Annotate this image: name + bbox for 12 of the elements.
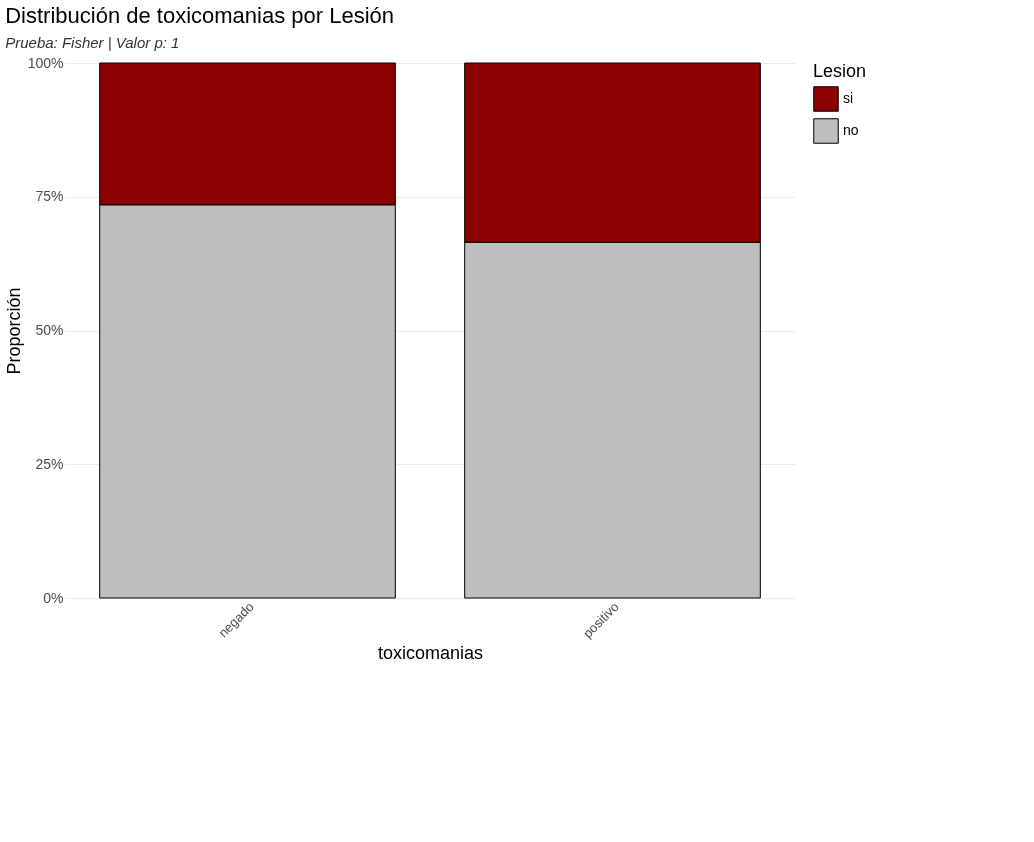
y-tick-label: 75% — [35, 188, 64, 205]
y-tick-label: 25% — [35, 455, 64, 472]
legend-label: si — [843, 90, 854, 106]
y-tick-label: 0% — [43, 589, 64, 606]
chart-subtitle: Prueba: Fisher | Valor p: 1 — [5, 34, 180, 51]
y-tick-label: 100% — [27, 54, 64, 71]
chart-title: Distribución de toxicomanias por Lesión — [5, 3, 395, 28]
legend-title: Lesion — [813, 61, 867, 81]
x-axis-title: toxicomanias — [377, 642, 484, 663]
y-tick-label: 50% — [35, 322, 64, 338]
y-axis-title: Proporción — [3, 287, 24, 375]
legend-label: no — [843, 122, 859, 138]
